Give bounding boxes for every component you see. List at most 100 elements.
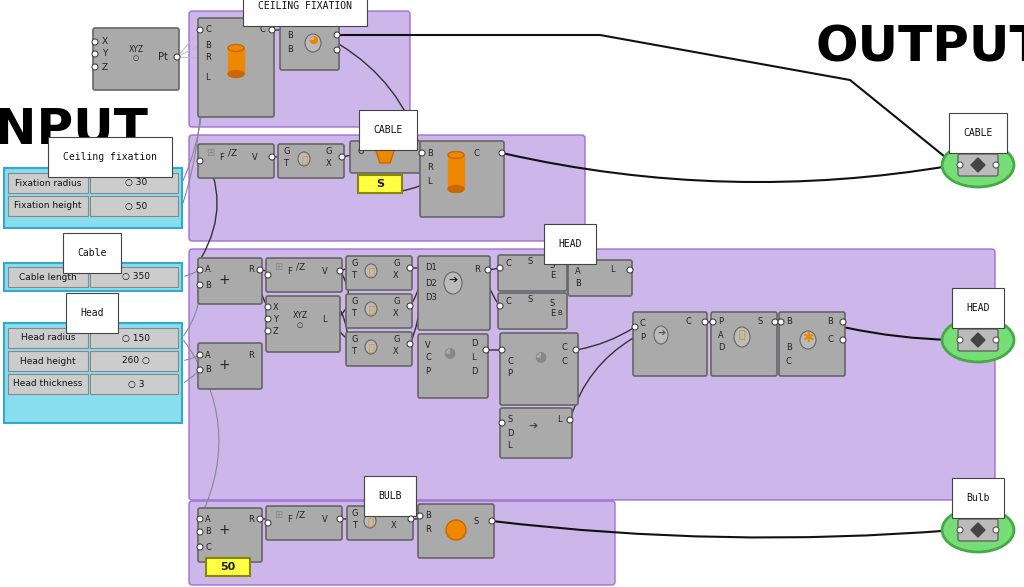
Text: ✱: ✱ [802,331,814,345]
Text: C: C [786,357,792,366]
Polygon shape [971,333,985,347]
Text: Cable length: Cable length [19,272,77,282]
FancyBboxPatch shape [418,256,490,330]
FancyBboxPatch shape [198,144,274,178]
Circle shape [269,27,275,33]
FancyBboxPatch shape [418,334,488,398]
Bar [90,267,178,287]
Circle shape [483,347,489,353]
Circle shape [337,516,343,522]
Circle shape [497,265,503,271]
Bar [449,155,464,189]
Ellipse shape [365,264,377,278]
Text: X: X [326,160,332,168]
Text: C: C [640,319,646,329]
Circle shape [339,154,345,160]
Circle shape [417,513,423,519]
Text: XYZ: XYZ [128,45,143,53]
Ellipse shape [298,152,310,166]
Text: F: F [287,514,292,524]
Text: XYZ: XYZ [293,311,307,319]
Text: X: X [393,309,398,319]
FancyBboxPatch shape [266,506,342,540]
Text: G: G [352,510,358,518]
Text: L: L [427,177,432,187]
Text: L: L [507,441,512,450]
Ellipse shape [449,185,464,193]
Circle shape [265,520,271,526]
Circle shape [407,341,413,347]
Text: P: P [425,366,430,376]
FancyBboxPatch shape [266,258,342,292]
Text: B: B [287,46,293,55]
Text: P: P [507,369,512,379]
Circle shape [957,337,963,343]
Ellipse shape [228,45,244,52]
Text: Z: Z [102,62,109,72]
Circle shape [710,319,716,325]
FancyBboxPatch shape [633,312,707,376]
FancyBboxPatch shape [420,141,504,217]
Text: ➿: ➿ [367,516,373,526]
Circle shape [446,520,466,540]
FancyBboxPatch shape [711,312,777,376]
Circle shape [408,516,414,522]
Circle shape [197,516,203,522]
Circle shape [197,544,203,550]
Circle shape [485,267,490,273]
Text: 50: 50 [220,562,236,572]
Text: R: R [248,350,254,359]
FancyBboxPatch shape [418,504,494,558]
Text: D1: D1 [425,264,437,272]
Ellipse shape [365,302,377,316]
Text: B: B [827,318,833,326]
Circle shape [265,304,271,310]
Text: X: X [393,348,398,356]
FancyBboxPatch shape [198,343,262,389]
Text: ◕: ◕ [443,346,455,360]
FancyBboxPatch shape [346,294,412,328]
Circle shape [632,324,638,330]
Circle shape [772,319,778,325]
Text: C: C [425,353,431,363]
FancyBboxPatch shape [498,255,567,291]
Bar [206,558,250,576]
Text: A: A [575,268,581,276]
Text: V: V [425,340,431,349]
FancyBboxPatch shape [189,249,995,500]
Circle shape [499,150,505,156]
Text: L: L [610,265,614,275]
Bar [8,328,88,348]
Circle shape [499,420,505,426]
Text: S: S [758,318,763,326]
FancyBboxPatch shape [498,293,567,329]
Circle shape [407,303,413,309]
Ellipse shape [305,34,321,52]
Text: Y: Y [273,315,278,323]
Text: /Z: /Z [228,149,238,157]
FancyBboxPatch shape [198,508,262,562]
Circle shape [957,162,963,168]
Text: P: P [406,143,411,153]
Circle shape [567,417,573,423]
Text: /Z: /Z [296,262,305,272]
FancyBboxPatch shape [779,312,845,376]
Circle shape [573,347,579,353]
Text: P: P [640,332,645,342]
Text: 260 ○: 260 ○ [122,356,150,366]
Text: R: R [248,514,254,524]
Bar [4,323,182,423]
Circle shape [489,518,495,524]
Circle shape [957,527,963,533]
Bar [358,175,402,193]
Text: X: X [393,272,398,281]
Circle shape [92,51,98,57]
Text: CEILING FIXATION: CEILING FIXATION [258,1,352,11]
Text: ➔: ➔ [528,422,538,432]
Text: ○ 3: ○ 3 [128,380,144,389]
Text: Bulb: Bulb [967,493,990,503]
Circle shape [778,319,784,325]
Text: Head radius: Head radius [20,333,75,342]
Bar [8,351,88,371]
Text: B: B [425,511,431,521]
